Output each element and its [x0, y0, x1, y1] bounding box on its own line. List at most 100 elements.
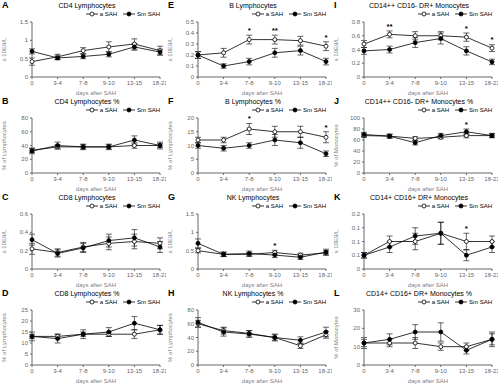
svg-text:60: 60 [353, 137, 360, 143]
svg-text:x 10E9/L: x 10E9/L [167, 37, 173, 61]
svg-text:days after SAH: days after SAH [242, 90, 282, 96]
svg-text:80: 80 [21, 115, 28, 121]
svg-text:days after SAH: days after SAH [408, 186, 448, 192]
svg-text:13-15: 13-15 [459, 176, 475, 182]
svg-text:% of Lymphocytes: % of Lymphocytes [167, 313, 173, 362]
svg-text:1: 1 [25, 37, 29, 43]
svg-text:0: 0 [196, 80, 200, 86]
svg-text:18-21: 18-21 [152, 272, 166, 278]
svg-text:3-4: 3-4 [385, 176, 394, 182]
svg-text:days after SAH: days after SAH [76, 378, 116, 384]
svg-text:7-8: 7-8 [79, 368, 88, 374]
svg-text:18-21: 18-21 [152, 368, 166, 374]
svg-text:0: 0 [25, 170, 29, 176]
svg-text:0.1: 0.1 [352, 225, 361, 231]
svg-text:15: 15 [21, 329, 28, 335]
svg-text:7-8: 7-8 [245, 368, 254, 374]
svg-text:**: ** [272, 26, 279, 35]
svg-text:days after SAH: days after SAH [76, 282, 116, 288]
svg-text:0: 0 [357, 362, 361, 368]
svg-text:1: 1 [191, 229, 195, 235]
svg-text:0: 0 [191, 362, 195, 368]
svg-text:*: * [465, 120, 469, 129]
svg-text:x 10E9/L: x 10E9/L [333, 37, 339, 61]
svg-text:9-10: 9-10 [269, 272, 282, 278]
svg-text:40: 40 [21, 143, 28, 149]
svg-text:3-4: 3-4 [385, 80, 394, 86]
svg-text:7-8: 7-8 [79, 176, 88, 182]
svg-text:7-8: 7-8 [411, 80, 420, 86]
svg-text:7-8: 7-8 [79, 272, 88, 278]
svg-text:*: * [273, 241, 277, 250]
svg-text:0.5: 0.5 [20, 56, 29, 62]
svg-text:days after SAH: days after SAH [408, 282, 448, 288]
svg-text:13-15: 13-15 [293, 80, 309, 86]
svg-text:days after SAH: days after SAH [76, 186, 116, 192]
svg-text:9-10: 9-10 [269, 368, 282, 374]
svg-text:9-10: 9-10 [103, 176, 116, 182]
svg-text:10: 10 [187, 143, 194, 149]
svg-text:18-21: 18-21 [318, 80, 332, 86]
svg-text:*: * [490, 35, 492, 44]
svg-text:0.4: 0.4 [352, 47, 361, 53]
svg-text:80: 80 [353, 126, 360, 132]
svg-text:9-10: 9-10 [103, 368, 116, 374]
svg-text:80: 80 [187, 307, 194, 313]
svg-text:0.2: 0.2 [352, 60, 361, 66]
svg-text:x 10E9/L: x 10E9/L [333, 229, 339, 253]
svg-text:25: 25 [21, 307, 28, 313]
svg-text:10: 10 [353, 344, 360, 350]
svg-text:15: 15 [187, 129, 194, 135]
svg-text:18-21: 18-21 [484, 80, 492, 86]
svg-text:5: 5 [191, 156, 195, 162]
svg-text:0: 0 [30, 272, 34, 278]
svg-text:0: 0 [25, 74, 29, 80]
svg-text:9-10: 9-10 [103, 80, 116, 86]
svg-text:0.1: 0.1 [352, 252, 361, 258]
svg-text:*: * [248, 114, 252, 123]
svg-text:0.5: 0.5 [186, 19, 195, 25]
svg-text:0.1: 0.1 [352, 239, 361, 245]
svg-text:% of Lymphocytes: % of Lymphocytes [167, 121, 173, 170]
svg-text:**: ** [386, 22, 393, 31]
svg-text:0: 0 [196, 176, 200, 182]
svg-text:0: 0 [191, 170, 195, 176]
svg-text:3-4: 3-4 [219, 272, 228, 278]
svg-text:18-21: 18-21 [152, 176, 166, 182]
svg-text:18-21: 18-21 [318, 272, 332, 278]
svg-text:0: 0 [357, 266, 361, 272]
svg-text:18-21: 18-21 [484, 176, 492, 182]
svg-text:0: 0 [362, 176, 366, 182]
svg-text:0.3: 0.3 [186, 41, 195, 47]
svg-text:9-10: 9-10 [435, 80, 448, 86]
svg-text:3-4: 3-4 [219, 176, 228, 182]
svg-text:13-15: 13-15 [127, 368, 143, 374]
svg-text:0: 0 [191, 266, 195, 272]
svg-text:*: * [324, 33, 328, 42]
svg-text:0.6: 0.6 [20, 211, 29, 217]
svg-text:9-10: 9-10 [435, 176, 448, 182]
svg-text:3-4: 3-4 [53, 176, 62, 182]
svg-text:13-15: 13-15 [127, 176, 143, 182]
svg-text:*: * [324, 123, 328, 132]
svg-text:3-4: 3-4 [53, 368, 62, 374]
svg-text:7-8: 7-8 [245, 272, 254, 278]
svg-text:0: 0 [30, 368, 34, 374]
svg-text:3-4: 3-4 [385, 368, 394, 374]
svg-text:3-4: 3-4 [53, 80, 62, 86]
svg-text:60: 60 [21, 129, 28, 135]
svg-text:5: 5 [25, 351, 29, 357]
svg-text:*: * [248, 26, 252, 35]
svg-text:13-15: 13-15 [127, 80, 143, 86]
svg-text:3-4: 3-4 [53, 272, 62, 278]
svg-text:0.2: 0.2 [20, 248, 29, 254]
svg-text:days after SAH: days after SAH [242, 378, 282, 384]
svg-text:0: 0 [357, 74, 361, 80]
svg-text:0.4: 0.4 [20, 229, 29, 235]
svg-text:7-8: 7-8 [411, 176, 420, 182]
svg-text:0: 0 [25, 362, 29, 368]
svg-text:0.4: 0.4 [186, 30, 195, 36]
svg-text:*: * [465, 224, 469, 233]
svg-text:13-15: 13-15 [293, 272, 309, 278]
svg-text:days after SAH: days after SAH [76, 90, 116, 96]
